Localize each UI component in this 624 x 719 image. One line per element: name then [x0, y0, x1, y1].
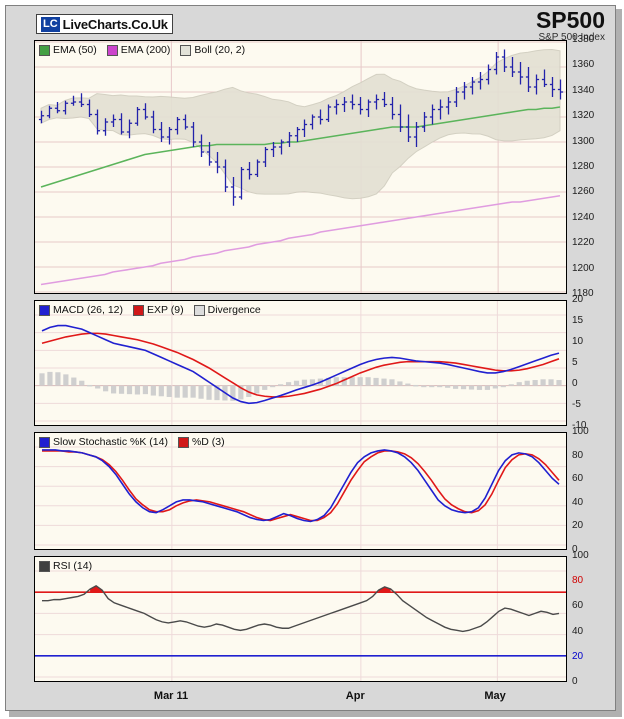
legend-item-exp: EXP (9)	[133, 304, 184, 316]
legend-label: EMA (50)	[53, 44, 97, 56]
y-tick-label: 40	[572, 496, 584, 508]
exp-swatch	[133, 304, 145, 316]
y-tick-label: 1300	[572, 135, 595, 147]
y-tick-label: 1260	[572, 186, 595, 198]
price-legend: EMA (50) EMA (200) Boll (20, 2)	[39, 44, 245, 56]
y-tick-label: 20	[572, 294, 584, 305]
rsi-plot	[35, 557, 566, 681]
y-tick-label: 5	[572, 357, 578, 368]
x-axis-tick-label: May	[484, 690, 506, 702]
legend-item-macd: MACD (26, 12)	[39, 304, 123, 316]
legend-label: EMA (200)	[120, 44, 171, 56]
livecharts-logo: LC LiveCharts.Co.Uk	[36, 14, 173, 34]
y-tick-label: 0	[572, 544, 578, 555]
rsi-swatch	[39, 560, 50, 572]
legend-label: MACD (26, 12)	[53, 304, 124, 316]
y-tick-label: 100	[572, 550, 589, 561]
rsi-pane[interactable]: RSI (14)	[34, 556, 567, 682]
percent-d-swatch	[177, 436, 189, 448]
rsi-legend: RSI (14)	[39, 560, 92, 572]
chart-window-inner: LC LiveCharts.Co.Uk SP500 S&P 500 Index …	[6, 6, 617, 712]
y-tick-label: 60	[572, 600, 584, 612]
price-pane[interactable]: EMA (50) EMA (200) Boll (20, 2)	[34, 40, 567, 294]
legend-label: %D (3)	[191, 436, 225, 448]
ticker-block: SP500 S&P 500 Index	[536, 8, 605, 44]
price-plot	[35, 41, 566, 293]
legend-item-bollinger: Boll (20, 2)	[180, 44, 245, 56]
legend-item-percent-k: Slow Stochastic %K (14)	[39, 436, 168, 448]
y-tick-label: 1200	[572, 262, 595, 274]
percent-k-swatch	[39, 436, 50, 448]
y-tick-label: 1280	[572, 161, 595, 172]
macd-legend: MACD (26, 12) EXP (9) Divergence	[39, 304, 261, 316]
legend-label: Slow Stochastic %K (14)	[53, 436, 168, 448]
legend-label: Divergence	[207, 304, 261, 316]
ema200-swatch	[106, 44, 118, 56]
legend-item-ema50: EMA (50)	[39, 44, 97, 56]
ema50-swatch	[39, 44, 50, 56]
y-tick-label: 1320	[572, 110, 595, 122]
bollinger-swatch	[180, 44, 192, 56]
y-tick-label: 20	[572, 520, 584, 532]
legend-label: Boll (20, 2)	[194, 44, 246, 56]
y-tick-label: 10	[572, 336, 584, 347]
logo-badge: LC	[41, 16, 60, 32]
legend-item-percent-d: %D (3)	[177, 436, 225, 448]
logo-text: LiveCharts.Co.Uk	[62, 16, 168, 32]
y-tick-label: 1180	[572, 288, 594, 299]
divergence-swatch	[193, 304, 205, 316]
y-tick-label: 0	[572, 676, 578, 687]
y-tick-label: 80	[572, 575, 584, 587]
macd-plot	[35, 301, 566, 425]
y-tick-label: 1360	[572, 59, 595, 71]
y-tick-label: 40	[572, 625, 584, 637]
ticker-symbol: SP500	[535, 7, 605, 33]
y-tick-label: 1340	[572, 84, 595, 96]
y-tick-label: 1380	[572, 34, 595, 45]
y-tick-label: 15	[572, 315, 584, 326]
stochastic-pane[interactable]: Slow Stochastic %K (14) %D (3)	[34, 432, 567, 550]
y-tick-label: 60	[572, 473, 584, 485]
ticker-index-name: S&P 500 Index	[538, 32, 605, 43]
chart-window: LC LiveCharts.Co.Uk SP500 S&P 500 Index …	[5, 5, 616, 711]
legend-item-ema200: EMA (200)	[106, 44, 171, 56]
y-tick-label: -10	[572, 420, 587, 431]
y-tick-label: -5	[572, 399, 581, 410]
y-tick-label: 80	[572, 449, 584, 461]
stochastic-plot	[35, 433, 566, 549]
macd-pane[interactable]: MACD (26, 12) EXP (9) Divergence	[34, 300, 567, 426]
y-tick-label: 1240	[572, 211, 595, 223]
x-axis-tick-label: Mar 11	[153, 690, 189, 702]
legend-item-rsi: RSI (14)	[39, 560, 92, 572]
y-tick-label: 100	[572, 426, 589, 437]
stochastic-legend: Slow Stochastic %K (14) %D (3)	[39, 436, 225, 448]
y-tick-label: 20	[572, 650, 584, 662]
legend-item-divergence: Divergence	[193, 304, 261, 316]
x-axis-tick-label: Apr	[345, 690, 365, 702]
y-tick-label: 1220	[572, 237, 595, 249]
y-tick-label: 0	[572, 378, 578, 389]
macd-swatch	[39, 304, 50, 316]
legend-label: RSI (14)	[53, 560, 93, 572]
legend-label: EXP (9)	[147, 304, 184, 316]
